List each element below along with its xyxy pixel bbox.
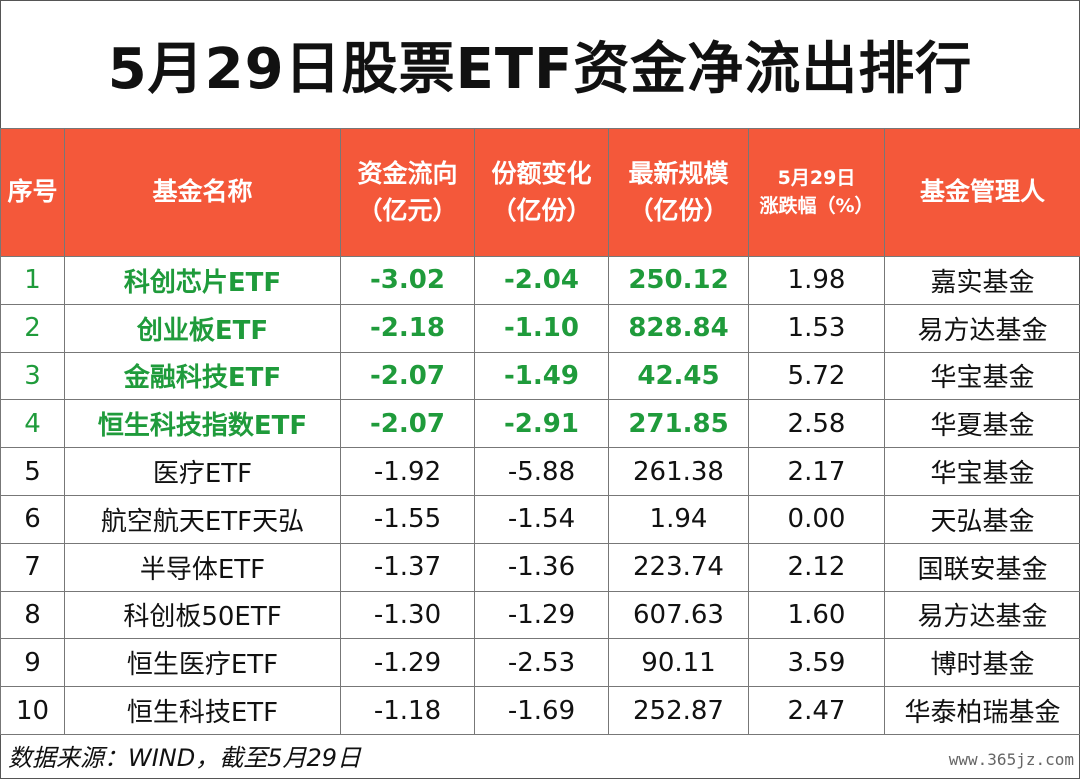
cell-name: 航空航天ETF天弘	[64, 494, 341, 544]
etf-outflow-table: 序号 基金名称 资金流向 （亿元） 份额变化 （亿份） 最新规模 （亿份） 5月29日…	[0, 128, 1080, 735]
cell-flow: -1.30	[340, 590, 475, 640]
cell-share: -1.54	[474, 494, 609, 544]
cell-change: 2.58	[748, 399, 885, 449]
header-name: 基金名称	[64, 128, 341, 257]
cell-share: -2.91	[474, 399, 609, 449]
cell-index: 2	[0, 303, 65, 353]
cell-manager: 天弘基金	[884, 494, 1080, 544]
header-manager: 基金管理人	[884, 128, 1080, 257]
cell-manager: 华宝基金	[884, 447, 1080, 496]
cell-scale: 223.74	[608, 542, 749, 592]
cell-scale: 607.63	[608, 590, 749, 640]
cell-index: 3	[0, 351, 65, 401]
cell-index: 9	[0, 638, 65, 688]
data-source-note: 数据来源：WIND，截至5月29日	[8, 743, 362, 772]
cell-share: -1.69	[474, 686, 609, 735]
cell-manager: 国联安基金	[884, 542, 1080, 592]
header-change: 5月29日 涨跌幅（%）	[748, 128, 885, 257]
table-row: 10 恒生科技ETF -1.18 -1.69 252.87 2.47 华泰柏瑞基…	[0, 686, 1080, 735]
cell-share: -1.10	[474, 303, 609, 353]
cell-share: -1.36	[474, 542, 609, 592]
cell-index: 5	[0, 447, 65, 496]
cell-flow: -1.18	[340, 686, 475, 735]
cell-index: 1	[0, 256, 65, 305]
cell-scale: 1.94	[608, 494, 749, 544]
cell-scale: 42.45	[608, 351, 749, 401]
cell-flow: -1.37	[340, 542, 475, 592]
table-row: 1 科创芯片ETF -3.02 -2.04 250.12 1.98 嘉实基金	[0, 256, 1080, 305]
header-flow: 资金流向 （亿元）	[340, 128, 475, 257]
cell-flow: -3.02	[340, 256, 475, 305]
cell-manager: 博时基金	[884, 638, 1080, 688]
cell-index: 10	[0, 686, 65, 735]
cell-manager: 华泰柏瑞基金	[884, 686, 1080, 735]
table-row: 2 创业板ETF -2.18 -1.10 828.84 1.53 易方达基金	[0, 303, 1080, 353]
table-row: 6 航空航天ETF天弘 -1.55 -1.54 1.94 0.00 天弘基金	[0, 494, 1080, 544]
cell-share: -2.04	[474, 256, 609, 305]
cell-name: 金融科技ETF	[64, 351, 341, 401]
cell-scale: 261.38	[608, 447, 749, 496]
cell-change: 1.98	[748, 256, 885, 305]
cell-scale: 252.87	[608, 686, 749, 735]
table-row: 3 金融科技ETF -2.07 -1.49 42.45 5.72 华宝基金	[0, 351, 1080, 401]
cell-flow: -2.07	[340, 351, 475, 401]
cell-change: 3.59	[748, 638, 885, 688]
cell-name: 恒生科技ETF	[64, 686, 341, 735]
cell-scale: 271.85	[608, 399, 749, 449]
cell-flow: -2.07	[340, 399, 475, 449]
cell-index: 4	[0, 399, 65, 449]
cell-name: 科创板50ETF	[64, 590, 341, 640]
cell-name: 恒生医疗ETF	[64, 638, 341, 688]
cell-share: -1.29	[474, 590, 609, 640]
table-row: 5 医疗ETF -1.92 -5.88 261.38 2.17 华宝基金	[0, 447, 1080, 496]
cell-change: 2.17	[748, 447, 885, 496]
cell-name: 科创芯片ETF	[64, 256, 341, 305]
cell-index: 8	[0, 590, 65, 640]
cell-manager: 华宝基金	[884, 351, 1080, 401]
cell-change: 5.72	[748, 351, 885, 401]
cell-flow: -1.92	[340, 447, 475, 496]
cell-manager: 嘉实基金	[884, 256, 1080, 305]
header-share: 份额变化 （亿份）	[474, 128, 609, 257]
header-index: 序号	[0, 128, 65, 257]
table-row: 7 半导体ETF -1.37 -1.36 223.74 2.12 国联安基金	[0, 542, 1080, 592]
table-row: 4 恒生科技指数ETF -2.07 -2.91 271.85 2.58 华夏基金	[0, 399, 1080, 449]
cell-manager: 华夏基金	[884, 399, 1080, 449]
cell-scale: 250.12	[608, 256, 749, 305]
cell-index: 7	[0, 542, 65, 592]
cell-change: 1.60	[748, 590, 885, 640]
cell-flow: -1.29	[340, 638, 475, 688]
cell-flow: -1.55	[340, 494, 475, 544]
cell-change: 0.00	[748, 494, 885, 544]
cell-share: -2.53	[474, 638, 609, 688]
cell-name: 半导体ETF	[64, 542, 341, 592]
page-title: 5月29日股票ETF资金净流出排行	[107, 36, 973, 102]
header-scale: 最新规模 （亿份）	[608, 128, 749, 257]
cell-scale: 90.11	[608, 638, 749, 688]
table-row: 8 科创板50ETF -1.30 -1.29 607.63 1.60 易方达基金	[0, 590, 1080, 640]
table-row: 9 恒生医疗ETF -1.29 -2.53 90.11 3.59 博时基金	[0, 638, 1080, 688]
cell-share: -5.88	[474, 447, 609, 496]
cell-index: 6	[0, 494, 65, 544]
cell-change: 1.53	[748, 303, 885, 353]
cell-scale: 828.84	[608, 303, 749, 353]
cell-name: 恒生科技指数ETF	[64, 399, 341, 449]
cell-manager: 易方达基金	[884, 303, 1080, 353]
table-header-row: 序号 基金名称 资金流向 （亿元） 份额变化 （亿份） 最新规模 （亿份） 5月29日…	[0, 128, 1080, 257]
cell-manager: 易方达基金	[884, 590, 1080, 640]
watermark: www.365jz.com	[948, 750, 1074, 769]
cell-name: 创业板ETF	[64, 303, 341, 353]
cell-name: 医疗ETF	[64, 447, 341, 496]
cell-flow: -2.18	[340, 303, 475, 353]
cell-share: -1.49	[474, 351, 609, 401]
cell-change: 2.12	[748, 542, 885, 592]
cell-change: 2.47	[748, 686, 885, 735]
